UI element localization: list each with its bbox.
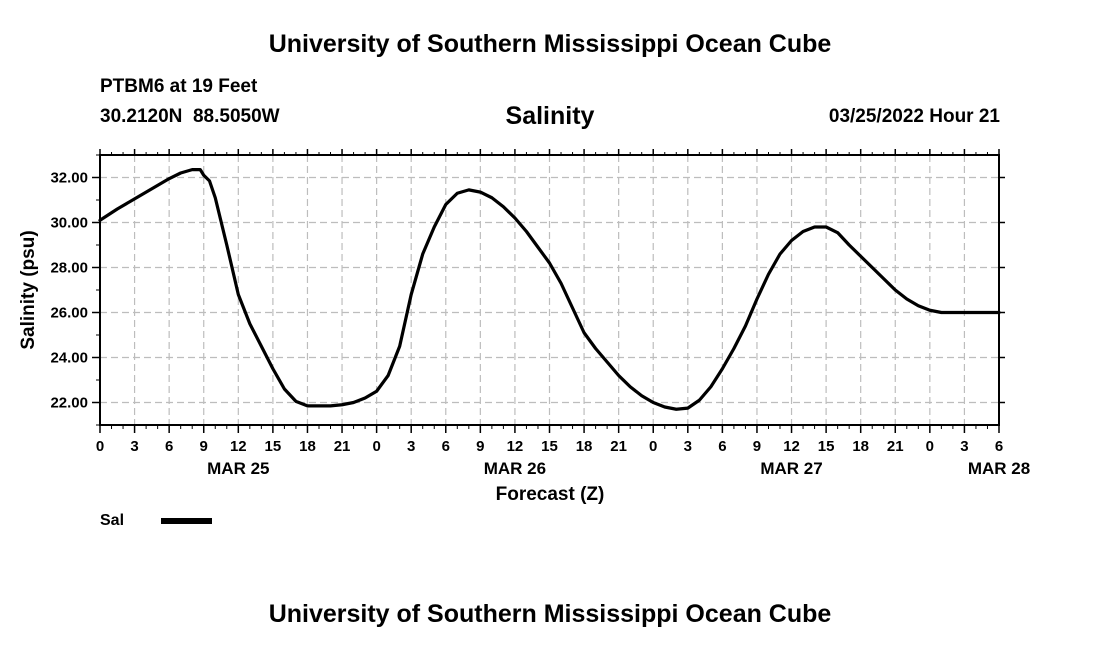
x-tick-label: 21: [610, 438, 627, 455]
x-tick-label: 12: [783, 438, 800, 455]
x-tick-label: 0: [649, 438, 657, 455]
x-tick-label: 18: [576, 438, 593, 455]
x-tick-label: 6: [442, 438, 450, 455]
x-tick-label: 0: [372, 438, 380, 455]
date-label: MAR 25: [207, 459, 269, 478]
header-title: University of Southern Mississippi Ocean…: [268, 30, 832, 58]
plot-frame: [99, 154, 1000, 426]
y-tick-label: 28.00: [50, 260, 88, 277]
x-tick-label: 15: [818, 438, 835, 455]
date-label: MAR 27: [760, 459, 822, 478]
y-tick-label: 22.00: [50, 395, 88, 412]
x-tick-label: 12: [230, 438, 247, 455]
x-tick-label: 21: [887, 438, 904, 455]
salinity-series-line: [98, 168, 1001, 411]
x-tick-label: 21: [334, 438, 351, 455]
x-tick-label: 6: [995, 438, 1003, 455]
y-axis-label: Salinity (psu): [18, 230, 39, 349]
chart-title: Salinity: [505, 102, 595, 130]
x-tick-label: 0: [96, 438, 104, 455]
x-tick-label: 3: [407, 438, 415, 455]
legend-label: Sal: [100, 512, 124, 529]
coordinates-label: 30.2120N 88.5050W: [100, 106, 280, 127]
y-tick-label: 26.00: [50, 305, 88, 322]
x-tick-label: 18: [299, 438, 316, 455]
y-tick-label: 32.00: [50, 170, 88, 187]
y-tick-label: 24.00: [50, 350, 88, 367]
x-tick-label: 9: [753, 438, 761, 455]
x-tick-label: 0: [926, 438, 934, 455]
date-label: MAR 28: [968, 459, 1030, 478]
footer-title: University of Southern Mississippi Ocean…: [268, 600, 832, 628]
x-tick-label: 3: [684, 438, 692, 455]
x-tick-label: 6: [718, 438, 726, 455]
date-label: MAR 26: [484, 459, 546, 478]
x-tick-label: 3: [130, 438, 138, 455]
axis-ticks: [92, 149, 1005, 433]
x-tick-label: 15: [541, 438, 558, 455]
axis-tick-labels: 0 3 6 9 12 15 18 21 0 3 6 9 12 15 18 21 0 3 6 9 12 15 18 21 0 3 6 2…: [50, 170, 1030, 479]
x-tick-label: 9: [200, 438, 208, 455]
x-tick-label: 12: [507, 438, 524, 455]
y-tick-label: 30.00: [50, 215, 88, 232]
x-tick-label: 18: [852, 438, 869, 455]
x-tick-label: 9: [476, 438, 484, 455]
grid-lines: [100, 155, 999, 425]
station-label: PTBM6 at 19 Feet: [100, 76, 258, 97]
x-tick-label: 6: [165, 438, 173, 455]
x-tick-label: 3: [960, 438, 968, 455]
forecast-datetime: 03/25/2022 Hour 21: [828, 106, 1000, 127]
x-tick-label: 15: [265, 438, 282, 455]
x-axis-label: Forecast (Z): [496, 484, 605, 505]
